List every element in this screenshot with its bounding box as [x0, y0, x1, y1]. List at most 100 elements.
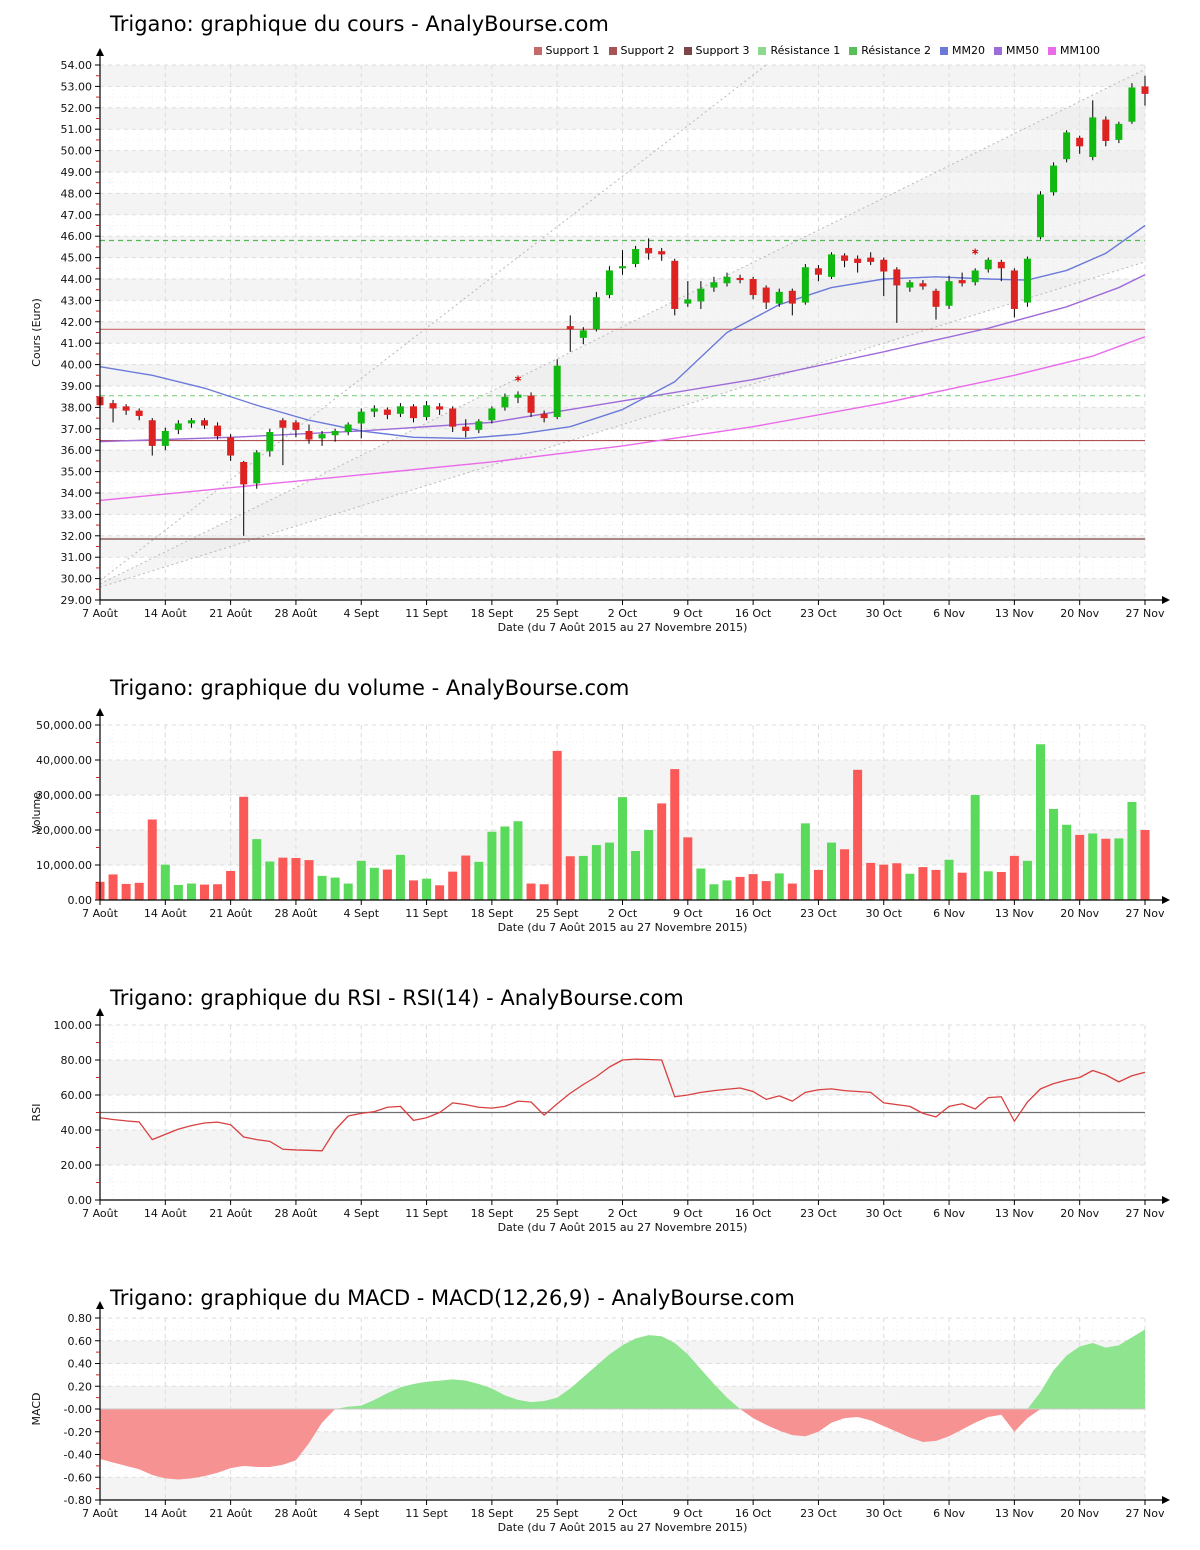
legend-item-label: MM20 [952, 44, 986, 57]
svg-text:21 Août: 21 Août [209, 1507, 253, 1520]
svg-text:40,000.00: 40,000.00 [36, 754, 92, 767]
rsi-chart-title: Trigano: graphique du RSI - RSI(14) - An… [110, 986, 684, 1010]
svg-text:28 Août: 28 Août [275, 1507, 319, 1520]
svg-text:27 Nov: 27 Nov [1126, 1507, 1165, 1520]
svg-text:6 Nov: 6 Nov [933, 607, 965, 620]
svg-text:11 Sept: 11 Sept [405, 607, 448, 620]
svg-text:14 Août: 14 Août [144, 607, 188, 620]
legend-item-label: MM100 [1060, 44, 1100, 57]
svg-text:47.00: 47.00 [61, 209, 93, 222]
svg-text:50.00: 50.00 [61, 145, 93, 158]
svg-text:16 Oct: 16 Oct [735, 907, 772, 920]
svg-text:2 Oct: 2 Oct [608, 1507, 638, 1520]
svg-text:53.00: 53.00 [61, 80, 93, 93]
legend-swatch-icon [533, 46, 542, 55]
svg-text:29.00: 29.00 [61, 594, 93, 607]
svg-text:0.00: 0.00 [68, 894, 93, 907]
svg-text:6 Nov: 6 Nov [933, 1207, 965, 1220]
svg-text:0.40: 0.40 [68, 1358, 93, 1371]
svg-text:13 Nov: 13 Nov [995, 907, 1034, 920]
svg-text:20 Nov: 20 Nov [1060, 907, 1099, 920]
svg-text:30.00: 30.00 [61, 573, 93, 586]
svg-text:42.00: 42.00 [61, 316, 93, 329]
svg-text:28 Août: 28 Août [275, 907, 319, 920]
svg-text:28 Août: 28 Août [275, 607, 319, 620]
svg-text:13 Nov: 13 Nov [995, 607, 1034, 620]
svg-text:48.00: 48.00 [61, 187, 93, 200]
svg-text:0.80: 0.80 [68, 1312, 93, 1325]
svg-text:18 Sept: 18 Sept [471, 907, 514, 920]
svg-text:-0.40: -0.40 [64, 1449, 92, 1462]
svg-text:20 Nov: 20 Nov [1060, 1507, 1099, 1520]
legend-item-label: Support 1 [545, 44, 600, 57]
legend-swatch-icon [994, 46, 1003, 55]
svg-text:31.00: 31.00 [61, 551, 93, 564]
svg-text:2 Oct: 2 Oct [608, 1207, 638, 1220]
svg-text:11 Sept: 11 Sept [405, 1207, 448, 1220]
price-candlestick-chart: * * 29.00 30.00 31.00 32.00 33.00 34.00 35.00 36.… [30, 48, 1170, 634]
svg-text:-0.00: -0.00 [64, 1403, 92, 1416]
svg-text:27 Nov: 27 Nov [1126, 907, 1165, 920]
svg-text:0.60: 0.60 [68, 1335, 93, 1348]
svg-text:30,000.00: 30,000.00 [36, 789, 92, 802]
svg-text:Date (du 7 Août 2015 au 27 Nov: Date (du 7 Août 2015 au 27 Novembre 2015… [498, 921, 748, 934]
svg-text:32.00: 32.00 [61, 530, 93, 543]
svg-text:33.00: 33.00 [61, 508, 93, 521]
svg-text:4 Sept: 4 Sept [343, 907, 379, 920]
svg-text:11 Sept: 11 Sept [405, 1507, 448, 1520]
svg-text:34.00: 34.00 [61, 487, 93, 500]
svg-text:40.00: 40.00 [61, 1124, 93, 1137]
legend-swatch-icon [758, 46, 767, 55]
svg-text:4 Sept: 4 Sept [343, 607, 379, 620]
macd-area-chart: -0.80 -0.60 -0.40 -0.20 -0.00 0.20 0.40 0.60 0.8… [30, 1301, 1170, 1534]
svg-text:-0.80: -0.80 [64, 1494, 92, 1507]
svg-text:7 Août: 7 Août [82, 907, 119, 920]
svg-text:6 Nov: 6 Nov [933, 907, 965, 920]
svg-text:37.00: 37.00 [61, 423, 93, 436]
svg-text:25 Sept: 25 Sept [536, 1207, 579, 1220]
svg-text:46.00: 46.00 [61, 230, 93, 243]
svg-text:9 Oct: 9 Oct [673, 1507, 703, 1520]
legend-item-label: Support 3 [695, 44, 750, 57]
svg-text:2 Oct: 2 Oct [608, 607, 638, 620]
svg-text:20 Nov: 20 Nov [1060, 1207, 1099, 1220]
svg-text:27 Nov: 27 Nov [1126, 607, 1165, 620]
svg-text:-0.20: -0.20 [64, 1426, 92, 1439]
svg-text:-0.60: -0.60 [64, 1471, 92, 1484]
svg-text:2 Oct: 2 Oct [608, 907, 638, 920]
volume-chart-title: Trigano: graphique du volume - AnalyBour… [110, 676, 630, 700]
svg-text:30 Oct: 30 Oct [865, 1207, 902, 1220]
svg-text:14 Août: 14 Août [144, 1507, 188, 1520]
svg-text:4 Sept: 4 Sept [343, 1507, 379, 1520]
legend-item-label: Résistance 1 [770, 44, 841, 57]
legend-swatch-icon [608, 46, 617, 55]
svg-text:Volume: Volume [30, 792, 43, 833]
svg-text:0.00: 0.00 [68, 1194, 93, 1207]
svg-text:60.00: 60.00 [61, 1089, 93, 1102]
svg-text:27 Nov: 27 Nov [1126, 1207, 1165, 1220]
svg-text:7 Août: 7 Août [82, 607, 119, 620]
svg-text:30 Oct: 30 Oct [865, 607, 902, 620]
svg-text:*: * [515, 375, 522, 390]
svg-text:Date (du 7 Août 2015 au 27 Nov: Date (du 7 Août 2015 au 27 Novembre 2015… [498, 621, 748, 634]
svg-text:4 Sept: 4 Sept [343, 1207, 379, 1220]
svg-text:54.00: 54.00 [61, 59, 93, 72]
svg-text:20.00: 20.00 [61, 1159, 93, 1172]
svg-text:16 Oct: 16 Oct [735, 1207, 772, 1220]
svg-text:35.00: 35.00 [61, 466, 93, 479]
svg-text:23 Oct: 23 Oct [800, 1207, 837, 1220]
svg-text:23 Oct: 23 Oct [800, 1507, 837, 1520]
svg-text:39.00: 39.00 [61, 380, 93, 393]
svg-text:RSI: RSI [30, 1104, 43, 1122]
svg-text:51.00: 51.00 [61, 123, 93, 136]
svg-text:44.00: 44.00 [61, 273, 93, 286]
legend-item-label: Support 2 [620, 44, 675, 57]
svg-text:7 Août: 7 Août [82, 1507, 119, 1520]
legend-item-label: MM50 [1006, 44, 1040, 57]
rsi-chart-panel: Trigano: graphique du RSI - RSI(14) - An… [0, 960, 1200, 1260]
price-chart-title: Trigano: graphique du cours - AnalyBours… [110, 12, 609, 36]
legend-swatch-icon [1048, 46, 1057, 55]
svg-text:MACD: MACD [30, 1393, 43, 1426]
svg-text:23 Oct: 23 Oct [800, 907, 837, 920]
svg-text:0.20: 0.20 [68, 1380, 93, 1393]
